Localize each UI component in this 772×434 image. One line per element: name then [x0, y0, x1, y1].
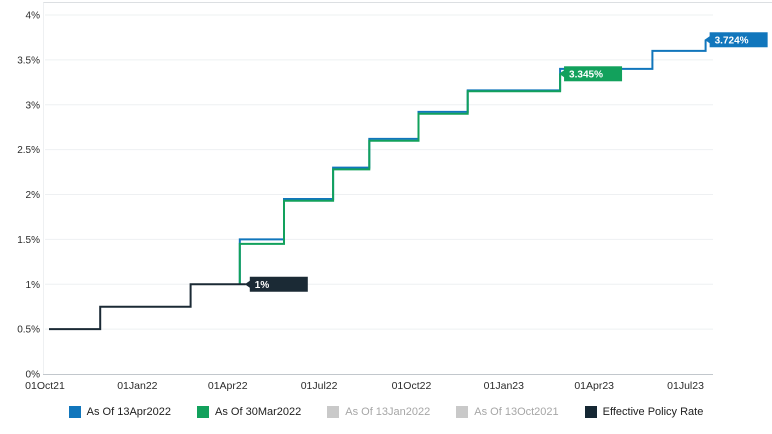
legend-swatch-icon — [327, 406, 340, 418]
y-tick-label: 1% — [26, 280, 41, 291]
y-tick-label: 2.5% — [17, 145, 40, 156]
end-label-box — [709, 32, 768, 48]
legend-swatch-icon — [584, 406, 597, 418]
legend-item-label: As Of 13Oct2021 — [474, 406, 559, 418]
x-tick-label: 01Jul23 — [667, 380, 704, 392]
legend-item-as-of-13oct2021[interactable]: As Of 13Oct2021 — [456, 405, 559, 419]
end-label-arrow — [559, 69, 566, 79]
x-tick-label: 01Oct21 — [25, 380, 65, 392]
x-tick-label: 01Jan23 — [484, 380, 524, 392]
series-line-effective-policy-rate — [49, 283, 246, 331]
legend-swatch-icon — [197, 406, 210, 418]
x-tick-label: 01Oct22 — [392, 380, 432, 392]
legend-item-effective-policy-rate[interactable]: Effective Policy Rate — [584, 405, 704, 419]
y-tick-label: 1.5% — [17, 235, 40, 246]
y-tick-label: 4% — [26, 11, 41, 22]
series-line-as-of-13apr2022 — [238, 39, 707, 285]
legend-item-as-of-13jan2022[interactable]: As Of 13Jan2022 — [327, 405, 430, 419]
end-label-value: 3.345% — [569, 69, 603, 80]
legend-swatch-icon — [68, 406, 81, 418]
x-tick-label: 01Jul22 — [301, 380, 338, 392]
y-tick-label: 2% — [26, 190, 41, 201]
y-tick-label: 3% — [26, 100, 41, 111]
chart-legend: As Of 13Apr2022 As Of 30Mar2022 As Of 13Ja… — [0, 405, 772, 419]
x-tick-label: 01Apr22 — [208, 380, 248, 392]
legend-item-as-of-30mar2022[interactable]: As Of 30Mar2022 — [197, 405, 301, 419]
y-tick-label: 3.5% — [17, 55, 40, 66]
legend-item-as-of-13apr2022[interactable]: As Of 13Apr2022 — [68, 405, 172, 419]
series-line-as-of-30mar2022 — [238, 73, 562, 285]
end-label-value: 1% — [255, 280, 270, 291]
y-tick-label: 0% — [26, 370, 41, 381]
end-label-value: 3.724% — [715, 35, 749, 46]
end-label-arrow — [704, 35, 712, 45]
end-label-box — [249, 276, 308, 292]
end-label-box — [564, 66, 623, 82]
legend-swatch-icon — [456, 406, 469, 418]
chart-plot-area: 4% 3.5% 3% 2.5% 2% 1.5% 1% 0.5% 0%01Oct21 01Jan22… — [17, 2, 772, 392]
legend-item-label: As Of 30Mar2022 — [215, 406, 302, 418]
y-tick-label: 0.5% — [17, 325, 40, 336]
legend-item-label: Effective Policy Rate — [602, 406, 704, 418]
legend-item-label: As Of 13Apr2022 — [86, 406, 172, 418]
end-label-arrow — [244, 279, 252, 289]
x-tick-label: 01Apr23 — [574, 380, 614, 392]
legend-item-label: As Of 13Jan2022 — [345, 406, 431, 418]
x-tick-label: 01Jan22 — [117, 380, 157, 392]
